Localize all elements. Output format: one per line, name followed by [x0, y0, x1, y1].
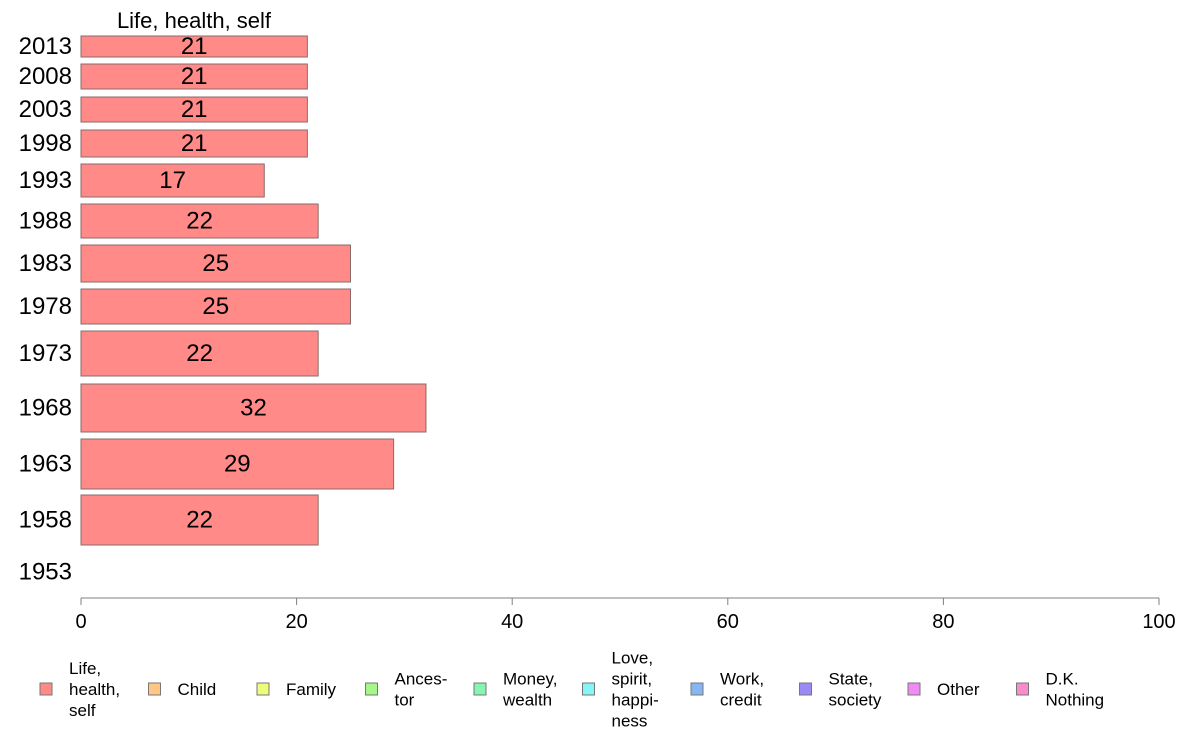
bar-label-1988: 22 [186, 208, 213, 235]
legend-swatch-7 [799, 682, 812, 696]
year-label-1993: 1993 [19, 167, 72, 194]
bar-label-2008: 21 [181, 63, 208, 90]
bar-1958 [80, 494, 319, 546]
year-label-1983: 1983 [19, 250, 72, 277]
year-labels: 2013 2008 2003 1998 1993 1988 1983 1978 1973 1968… [19, 33, 72, 586]
legend-label-1: Child [178, 680, 217, 699]
x-tick-label-40: 40 [501, 611, 523, 633]
legend-swatch-0 [39, 682, 53, 696]
legend-label-8: Other [937, 680, 980, 699]
x-tick-label-60: 60 [717, 611, 739, 633]
legend-swatch-4 [473, 682, 487, 696]
x-tick-label-80: 80 [932, 611, 954, 633]
year-label-2003: 2003 [19, 96, 72, 123]
bar-label-1973: 22 [186, 340, 213, 367]
legend-label-0: Life, health, self [69, 659, 120, 720]
bar-2008 [80, 63, 308, 90]
legend-swatch-1 [148, 682, 161, 696]
bar-1993 [80, 163, 265, 198]
bar-label-2003: 21 [181, 96, 208, 123]
legend-swatch-8 [907, 682, 921, 696]
year-label-2013: 2013 [19, 33, 72, 60]
bar-1968 [80, 383, 427, 433]
x-tick-label-0: 0 [75, 611, 86, 633]
legend-label-4: Money, wealth [502, 669, 558, 709]
bar-label-2013: 21 [181, 33, 208, 60]
bar-1973 [80, 330, 319, 377]
series-title: Life, health, self [117, 8, 272, 33]
legend-label-7: State, society [829, 669, 882, 709]
year-label-1968: 1968 [19, 395, 72, 422]
year-label-1953: 1953 [19, 559, 72, 586]
legend-label-5: Love, spirit, happi-ness [612, 648, 659, 730]
year-label-1988: 1988 [19, 208, 72, 235]
bar-label-1998: 21 [181, 130, 208, 157]
legend-swatch-5 [582, 682, 595, 696]
bar-label-1968: 32 [240, 395, 267, 422]
year-label-2008: 2008 [19, 63, 72, 90]
bar-1978 [80, 288, 351, 325]
year-label-1958: 1958 [19, 507, 72, 534]
year-label-1973: 1973 [19, 340, 72, 367]
bar-label-1983: 25 [202, 250, 229, 277]
legend-swatch-2 [256, 682, 270, 696]
bar-2013 [80, 35, 308, 58]
bar-1963 [80, 438, 395, 490]
bar-1998 [80, 129, 308, 158]
year-label-1978: 1978 [19, 293, 72, 320]
x-tick-label-100: 100 [1142, 611, 1175, 633]
year-label-1998: 1998 [19, 130, 72, 157]
bar-1983 [80, 244, 351, 283]
year-label-1963: 1963 [19, 451, 72, 478]
legend-label-9: D.K. Nothing [1046, 669, 1105, 709]
bar-label-1978: 25 [202, 293, 229, 320]
bar-2003 [80, 96, 308, 123]
legend-swatch-6 [690, 682, 704, 696]
legend-label-3: Ances-tor [395, 669, 448, 709]
legend-label-2: Family [286, 680, 337, 699]
x-axis: 0 20 40 60 80 100 [75, 597, 1176, 633]
bar-label-1993: 17 [159, 167, 186, 194]
bar-label-1963: 29 [224, 451, 251, 478]
bar-label-1958: 22 [186, 507, 213, 534]
legend-swatch-3 [365, 682, 378, 696]
x-tick-label-20: 20 [285, 611, 307, 633]
legend: Life, health, self Child Family Ances-tor Mone… [39, 648, 1105, 730]
legend-label-6: Work, credit [720, 669, 764, 709]
legend-swatch-9 [1016, 682, 1029, 696]
bar-1988 [80, 203, 319, 239]
